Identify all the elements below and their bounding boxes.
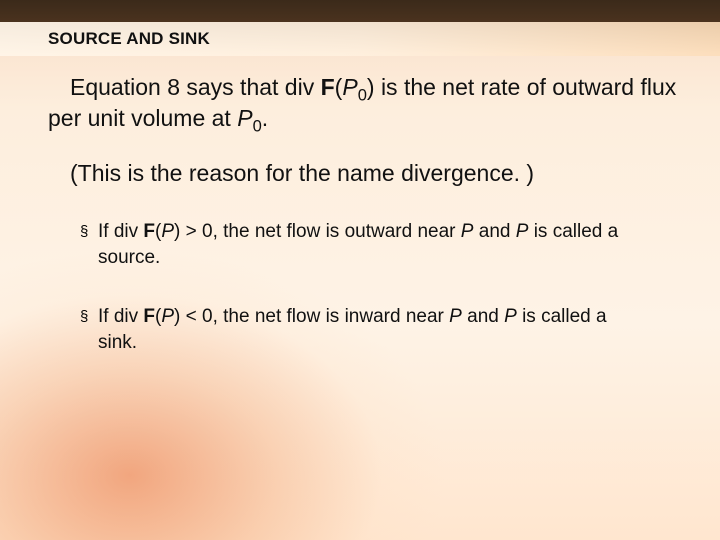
- paragraph-2: (This is the reason for the name diverge…: [48, 158, 680, 189]
- b0-P2: P: [461, 221, 474, 242]
- list-item: § If div F(P) < 0, the net flow is inwar…: [48, 304, 680, 355]
- paragraph-1: Equation 8 says that div F(P0) is the ne…: [48, 72, 680, 134]
- b0-mid2: and: [473, 221, 515, 242]
- b0-P: P: [161, 221, 174, 242]
- list-item: § If div F(P) > 0, the net flow is outwa…: [48, 219, 680, 270]
- bullet-text: If div F(P) < 0, the net flow is inward …: [98, 304, 680, 355]
- b0-P3: P: [516, 221, 529, 242]
- slide-title: SOURCE AND SINK: [48, 29, 210, 49]
- bullet-marker-icon: §: [80, 219, 98, 270]
- p1-sub0b: 0: [253, 117, 262, 136]
- p1-sub0: 0: [358, 86, 367, 105]
- b1-mid2: and: [462, 306, 504, 327]
- bullet-list: § If div F(P) > 0, the net flow is outwa…: [48, 219, 680, 356]
- p1-F: F: [321, 74, 335, 100]
- b1-P2: P: [449, 306, 462, 327]
- b0-cmp: > 0, the net flow is outward near: [180, 221, 460, 242]
- b1-F: F: [143, 306, 155, 327]
- p1-end: .: [262, 105, 268, 131]
- b1-cmp: < 0, the net flow is inward near: [180, 306, 449, 327]
- bullet-marker-icon: §: [80, 304, 98, 355]
- slide: SOURCE AND SINK Equation 8 says that div…: [0, 0, 720, 540]
- b0-pre: If div: [98, 221, 143, 242]
- b1-pre: If div: [98, 306, 143, 327]
- p1-P2: P: [237, 105, 252, 131]
- slide-body: Equation 8 says that div F(P0) is the ne…: [48, 72, 680, 390]
- title-band: SOURCE AND SINK: [0, 22, 720, 56]
- p1-prefix: Equation 8 says that div: [70, 74, 321, 100]
- p2-text: (This is the reason for the name diverge…: [70, 160, 534, 186]
- p1-P: P: [342, 74, 357, 100]
- b1-P: P: [161, 306, 174, 327]
- bullet-text: If div F(P) > 0, the net flow is outward…: [98, 219, 680, 270]
- b1-P3: P: [504, 306, 517, 327]
- b0-F: F: [143, 221, 155, 242]
